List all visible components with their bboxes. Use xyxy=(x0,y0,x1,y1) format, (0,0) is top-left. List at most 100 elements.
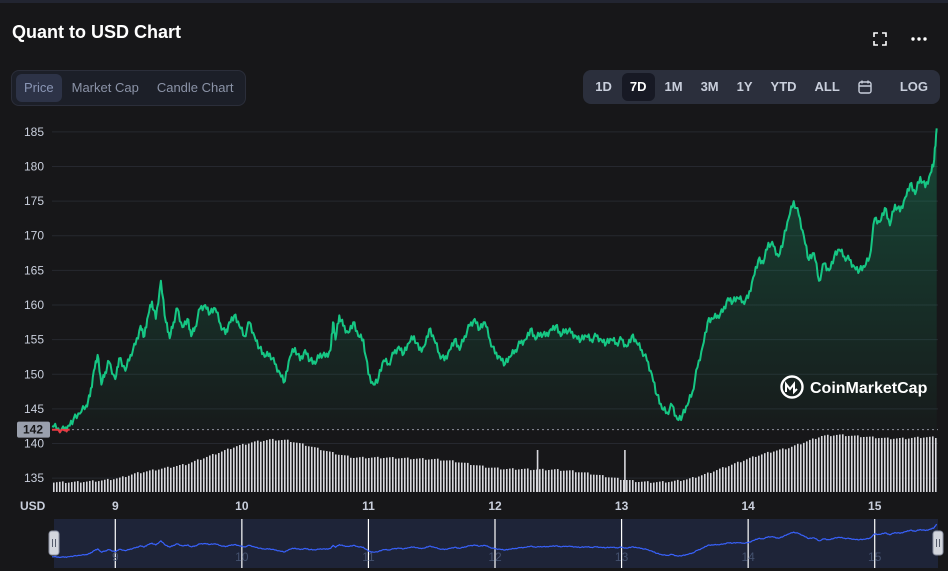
range-1m[interactable]: 1M xyxy=(664,79,683,94)
volume-bar xyxy=(98,481,100,492)
price-line-below-baseline xyxy=(52,428,70,434)
volume-bar xyxy=(701,475,703,492)
volume-bar xyxy=(851,435,853,492)
navigator-handle-left[interactable] xyxy=(48,530,60,556)
navigator-tick-label: 13 xyxy=(615,550,629,564)
coinmarketcap-logo-icon xyxy=(780,375,804,399)
volume-bar xyxy=(113,479,115,492)
range-7d[interactable]: 7D xyxy=(621,73,655,101)
volume-bar xyxy=(737,461,739,492)
volume-bar xyxy=(212,453,214,492)
volume-bar xyxy=(671,481,673,492)
volume-bar xyxy=(560,470,562,492)
volume-bar xyxy=(761,454,763,492)
volume-bar xyxy=(674,480,676,492)
volume-bar xyxy=(614,477,616,492)
tab-market-cap[interactable]: Market Cap xyxy=(71,80,139,95)
volume-bar xyxy=(578,472,580,492)
volume-bar xyxy=(428,459,430,492)
y-tick-label: 185 xyxy=(24,125,44,139)
volume-bar xyxy=(197,459,199,492)
tab-candle-chart[interactable]: Candle Chart xyxy=(156,80,234,95)
volume-bar xyxy=(323,450,325,492)
range-all[interactable]: ALL xyxy=(814,79,840,94)
navigator-tick-label: 14 xyxy=(741,550,755,564)
volume-bar xyxy=(473,465,475,492)
volume-bar xyxy=(83,482,85,492)
calendar-icon[interactable] xyxy=(850,73,880,101)
volume-bar xyxy=(188,463,190,492)
volume-bar xyxy=(929,436,931,492)
range-navigator[interactable]: 9 10 11 12 13 14 15 xyxy=(48,519,944,568)
volume-bar xyxy=(920,438,922,492)
volume-bar xyxy=(734,463,736,492)
baseline-value: 142 xyxy=(23,423,43,437)
volume-bar xyxy=(698,476,700,492)
volume-bar xyxy=(500,469,502,492)
volume-bar xyxy=(311,446,313,492)
volume-bar xyxy=(521,469,523,492)
log-scale-toggle[interactable]: LOG xyxy=(899,79,928,94)
volume-bar xyxy=(86,481,88,492)
volume-bar xyxy=(434,458,436,492)
navigator-tick-label: 12 xyxy=(488,550,502,564)
volume-bar xyxy=(590,474,592,492)
tab-price[interactable]: Price xyxy=(16,74,62,102)
volume-bar xyxy=(149,470,151,492)
volume-bar xyxy=(824,435,826,492)
volume-bar xyxy=(890,439,892,492)
volume-bar xyxy=(662,481,664,492)
volume-bar xyxy=(908,438,910,492)
range-ytd[interactable]: YTD xyxy=(770,79,797,94)
volume-bar xyxy=(863,437,865,492)
volume-bar xyxy=(881,437,883,492)
volume-bar xyxy=(872,436,874,492)
volume-bar xyxy=(887,437,889,492)
volume-bar xyxy=(713,471,715,492)
volume-bar xyxy=(266,440,268,492)
volume-bar xyxy=(572,470,574,492)
price-area xyxy=(52,128,937,433)
x-tick-label: 10 xyxy=(235,499,249,513)
fullscreen-icon[interactable] xyxy=(869,28,891,50)
volume-bar xyxy=(704,473,706,492)
volume-bar xyxy=(599,474,601,492)
volume-bar xyxy=(476,465,478,492)
range-1y[interactable]: 1Y xyxy=(736,79,753,94)
volume-bar xyxy=(680,481,682,492)
volume-bar xyxy=(89,480,91,492)
chart-type-tabs: Price Market Cap Candle Chart xyxy=(11,70,247,106)
navigator-handle-right[interactable] xyxy=(932,530,944,556)
volume-bar xyxy=(395,458,397,492)
volume-bar xyxy=(488,467,490,492)
volume-bar xyxy=(509,468,511,492)
range-1d[interactable]: 1D xyxy=(595,79,612,94)
volume-bar xyxy=(914,437,916,492)
volume-bar xyxy=(779,449,781,492)
y-tick-label: 175 xyxy=(24,194,44,208)
volume-bar xyxy=(275,440,277,492)
volume-bar xyxy=(659,481,661,492)
volume-bar xyxy=(665,482,667,492)
y-tick-label: 155 xyxy=(24,333,44,347)
volume-bar xyxy=(602,475,604,492)
volume-bar xyxy=(263,440,265,492)
volume-bar xyxy=(221,451,223,492)
volume-bar xyxy=(848,435,850,492)
more-options-icon[interactable] xyxy=(908,28,930,50)
volume-bar xyxy=(551,469,553,492)
volume-bar xyxy=(383,458,385,492)
volume-bar xyxy=(92,480,94,492)
volume-bar xyxy=(179,465,181,492)
x-tick-label: 15 xyxy=(868,499,882,513)
volume-bar xyxy=(497,467,499,492)
volume-bar xyxy=(185,465,187,492)
volume-bar xyxy=(524,468,526,492)
range-3m[interactable]: 3M xyxy=(700,79,719,94)
volume-bar xyxy=(482,465,484,492)
volume-bar xyxy=(104,479,106,492)
volume-bar xyxy=(449,460,451,492)
volume-bar xyxy=(764,453,766,492)
volume-bar xyxy=(296,442,298,492)
volume-bar xyxy=(545,470,547,492)
